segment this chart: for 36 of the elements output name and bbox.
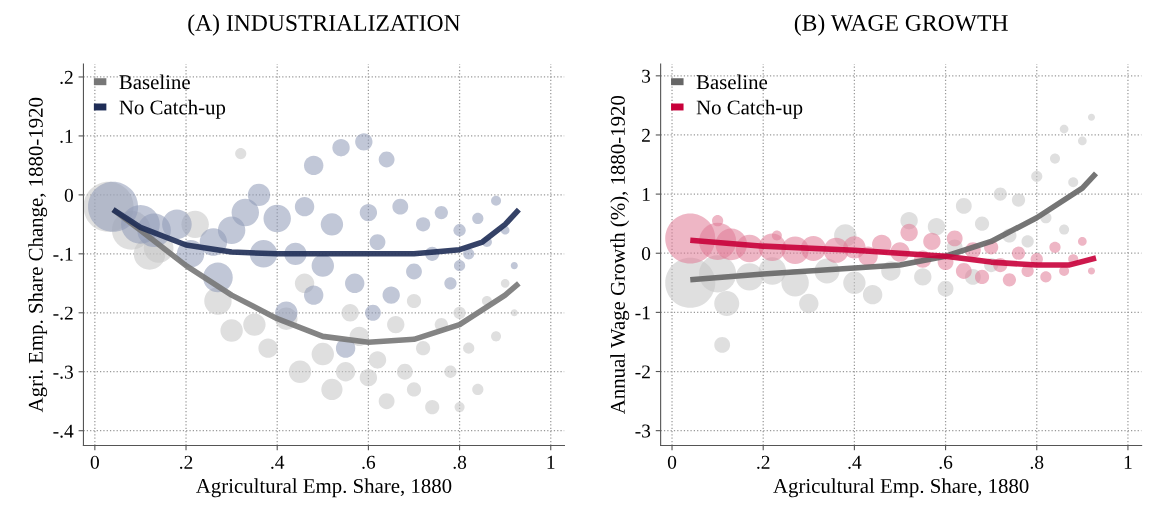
x-tick-label: .6 xyxy=(939,455,953,469)
legend-label: No Catch-up xyxy=(696,99,803,119)
x-tick-label: .8 xyxy=(453,455,467,469)
chart-title: (A) INDUSTRIALIZATION xyxy=(188,14,461,36)
y-tick-label: -2 xyxy=(635,365,650,379)
y-tick-label: -.3 xyxy=(53,365,73,379)
x-tick-label: .2 xyxy=(180,455,193,469)
y-axis-title: Agri. Emp. Share Change, 1880-1920 xyxy=(28,97,48,413)
x-tick-label: 0 xyxy=(667,455,677,469)
y-tick-label: -.1 xyxy=(53,247,73,261)
x-tick-label: .4 xyxy=(271,455,285,469)
x-tick-label: .6 xyxy=(362,455,376,469)
y-tick-label: 1 xyxy=(642,188,650,201)
y-tick-label: 0 xyxy=(641,247,651,261)
legend-label: Baseline xyxy=(696,74,768,90)
y-tick-label: 3 xyxy=(642,69,651,83)
x-axis-title: Agricultural Emp. Share, 1880 xyxy=(195,478,452,498)
y-tick-label: -.2 xyxy=(53,306,73,320)
y-axis-title: Annual Wage Growth (%), 1880-1920 xyxy=(610,95,630,415)
x-tick-label: 1 xyxy=(547,455,555,469)
x-tick-label: .2 xyxy=(757,455,770,469)
y-tick-label: -3 xyxy=(635,424,651,438)
x-tick-label: .8 xyxy=(1030,455,1044,469)
y-tick-label: 0 xyxy=(64,188,73,202)
y-tick-label: 2 xyxy=(642,128,650,142)
x-tick-label: 0 xyxy=(90,455,99,469)
y-tick-label: .1 xyxy=(60,129,73,143)
x-tick-label: 1 xyxy=(1124,455,1132,469)
y-tick-label: -1 xyxy=(635,306,650,320)
legend-label: No Catch-up xyxy=(119,99,226,119)
x-axis-title: Agricultural Emp. Share, 1880 xyxy=(773,478,1029,498)
y-tick-label: -.4 xyxy=(53,424,74,438)
x-tick-label: .4 xyxy=(848,455,862,469)
chart-title: (B) WAGE GROWTH xyxy=(794,14,1008,36)
y-tick-label: .2 xyxy=(60,70,73,84)
legend-label: Baseline xyxy=(119,74,190,90)
